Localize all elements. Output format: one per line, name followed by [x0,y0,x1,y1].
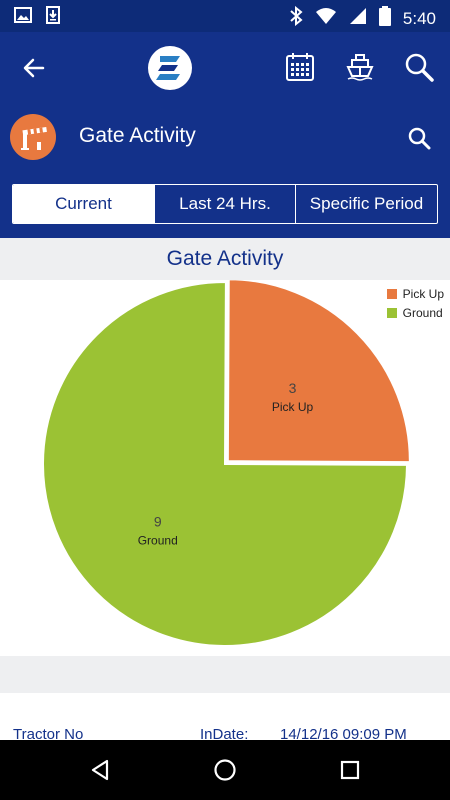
pie-slice-ground[interactable] [42,281,409,647]
ship-icon[interactable] [343,50,377,84]
data-label-value: 3 [289,380,297,396]
legend-swatch-pick-up [386,288,397,299]
data-label-category: Pick Up [272,400,314,414]
data-label-value: 9 [154,514,162,530]
tab-current[interactable]: Current [13,185,155,223]
tab-specific-period[interactable]: Specific Period [309,194,424,213]
detail-row[interactable]: Tractor No InDate: 14/12/16 09:09 PM [0,722,450,744]
back-arrow-icon[interactable] [18,52,50,84]
detail-label-indate: InDate: [200,726,249,743]
content-area: Gate Activity 3 Pick Up 9 Ground Pick Up Gr… [0,238,450,743]
wifi-icon [315,7,337,30]
signal-icon [349,7,367,30]
tab-last-24-hrs[interactable]: Last 24 Hrs. [155,185,296,223]
gate-barrier-icon [10,114,56,160]
chart-legend: Pick Up Ground [386,284,444,322]
detail-label-tractor: Tractor No [13,726,84,743]
legend-item-pick-up[interactable]: Pick Up [386,284,444,303]
pie-chart: 3 Pick Up 9 Ground [42,278,411,647]
home-nav-icon[interactable] [211,756,239,784]
app-bar [0,32,450,102]
chart-area: 3 Pick Up 9 Ground Pick Up Ground [0,278,450,656]
legend-label-pick-up: Pick Up [402,286,444,301]
search-icon[interactable] [405,124,433,152]
chart-title: Gate Activity [0,238,450,280]
period-tabs: Current Last 24 Hrs. Specific Period [12,184,438,224]
bluetooth-icon [289,5,303,31]
legend-item-ground[interactable]: Ground [386,303,444,322]
calendar-icon[interactable] [283,50,317,84]
legend-label-ground: Ground [402,305,443,320]
recents-nav-icon[interactable] [336,756,364,784]
download-icon [44,6,62,29]
detail-value-indate: 14/12/16 09:09 PM [280,726,407,743]
legend-swatch-ground [386,307,397,318]
search-icon[interactable] [402,50,436,84]
app-logo-icon[interactable] [148,46,192,90]
page-title: Gate Activity [79,124,196,147]
data-label-category: Ground [138,534,178,548]
section-divider [0,656,450,693]
navigation-bar [0,740,450,800]
back-nav-icon[interactable] [86,756,114,784]
battery-icon [378,6,391,31]
image-icon [14,6,32,29]
status-bar: 5:40 [0,0,450,32]
sub-header: Gate Activity Current Last 24 Hrs. Speci… [0,102,450,238]
status-time: 5:40 [402,8,436,28]
pie-slice-pick-up[interactable] [226,278,411,464]
